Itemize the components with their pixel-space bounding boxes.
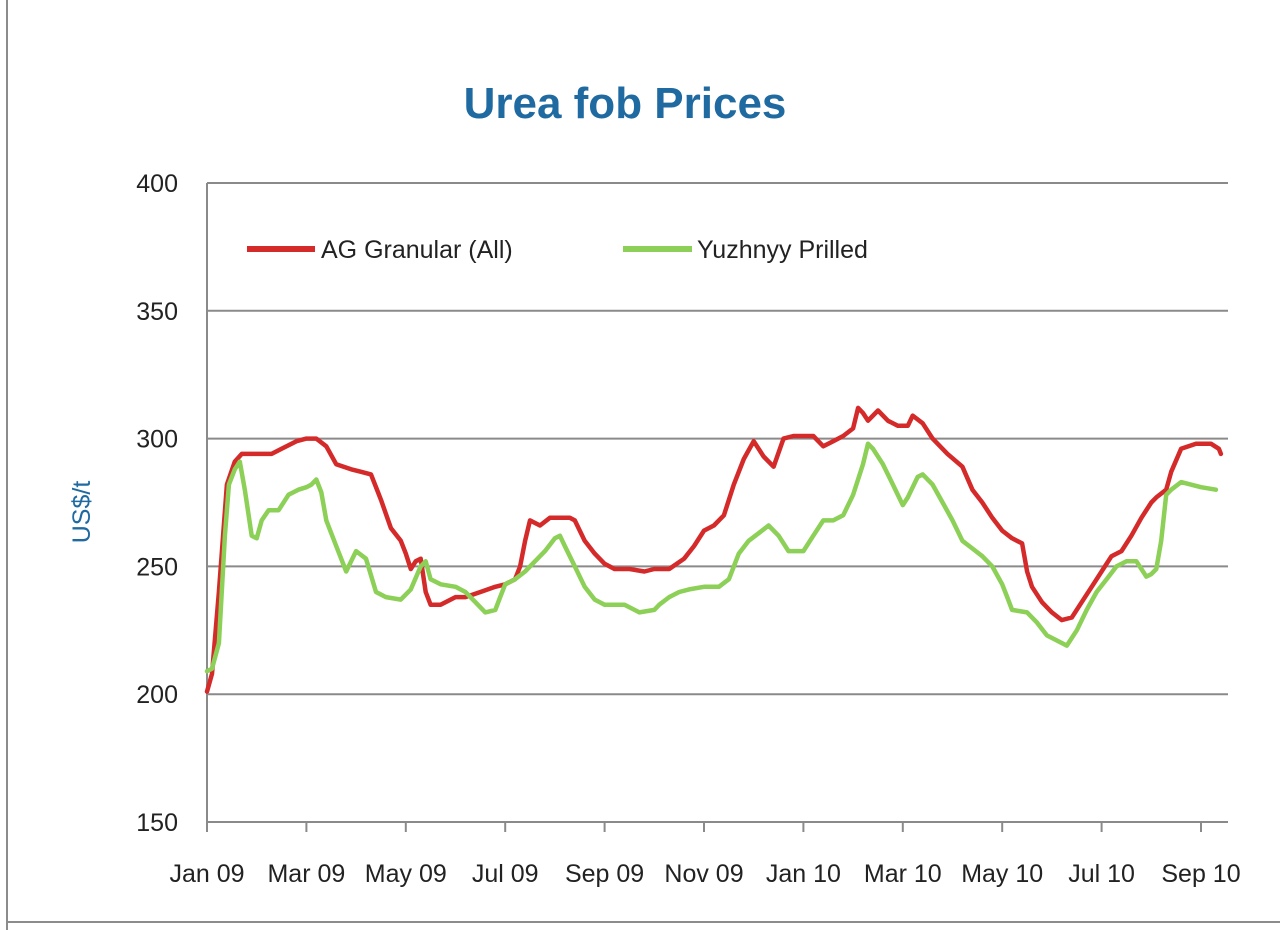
y-tick-label: 150 [136,809,178,837]
frame-bottom-border [6,921,1280,923]
series-line-ag-granular [204,405,1224,694]
gridlines [207,182,1228,696]
axes [206,183,1228,832]
y-tick-label: 400 [136,170,178,198]
x-tick-label: May 09 [365,860,447,888]
series-lines [204,405,1224,694]
x-tick-label: Mar 09 [267,860,345,888]
chart-title: Urea fob Prices [464,79,787,128]
y-tick-label: 350 [136,298,178,326]
x-tick-label: Nov 09 [664,860,743,888]
x-tick-label: Mar 10 [864,860,942,888]
x-tick-label: Sep 10 [1161,860,1240,888]
frame-left-border [6,0,8,930]
legend-label-ag-granular: AG Granular (All) [321,236,513,264]
x-tick-label: May 10 [961,860,1043,888]
x-tick-label: Sep 09 [565,860,644,888]
legend: AG Granular (All) Yuzhnyy Prilled [247,236,868,264]
y-tick-label: 300 [136,426,178,454]
x-tick-label: Jul 10 [1068,860,1135,888]
y-axis-tick-labels: 150 200 250 300 350 400 [136,170,178,837]
x-axis-tick-labels: Jan 09 Mar 09 May 09 Jul 09 Sep 09 Nov 09 Jan … [169,860,1240,888]
x-tick-label: Jul 09 [472,860,539,888]
y-tick-label: 200 [136,681,178,709]
y-axis-label: US$/t [68,481,96,544]
x-tick-label: Jan 09 [169,860,244,888]
x-tick-label: Jan 10 [766,860,841,888]
y-tick-label: 250 [136,553,178,581]
series-line-yuzhnyy-prilled [204,441,1219,674]
legend-label-yuzhnyy-prilled: Yuzhnyy Prilled [697,236,868,264]
